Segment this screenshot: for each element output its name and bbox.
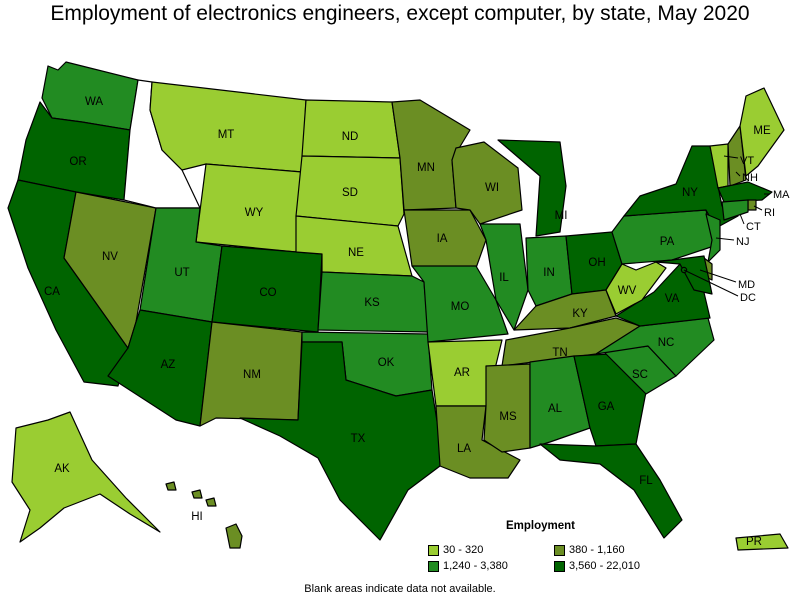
legend-swatch-1 [428,544,439,556]
label-al: AL [548,403,563,415]
legend-item-3: 1,240 - 3,380 [428,560,508,572]
label-pr: PR [746,536,762,548]
state-ia[interactable] [403,209,487,269]
label-ar: AR [454,367,470,379]
label-nd: ND [342,131,359,143]
label-wy: WY [245,207,264,219]
state-sd[interactable] [295,155,405,227]
label-hi: HI [191,511,203,523]
legend-label-1: 30 - 320 [443,544,484,556]
label-az: AZ [161,359,176,371]
legend-title: Employment [506,520,576,532]
label-wi: WI [485,182,499,194]
leader-vt [723,155,739,159]
label-ma: MA [773,189,790,201]
label-ak: AK [54,463,70,475]
leader-nj [715,237,735,241]
label-mn: MN [417,162,435,174]
label-pa: PA [660,236,675,248]
label-ny: NY [682,187,698,199]
label-fl: FL [639,475,653,487]
label-ct: CT [746,221,761,233]
state-ct[interactable] [721,199,749,221]
footnote: Blank areas indicate data not available. [304,583,496,595]
label-ms: MS [499,411,517,423]
state-hi[interactable] [225,523,243,549]
label-md: MD [738,279,755,291]
label-ri: RI [764,207,775,219]
label-ok: OK [378,357,395,369]
state-hi-island-2 [191,489,203,499]
state-hi-island-3 [205,497,217,507]
label-nh: NH [742,172,758,184]
label-ky: KY [572,308,588,320]
leader-ri [753,205,763,211]
state-mo[interactable] [411,265,509,343]
label-co: CO [259,287,276,299]
state-hi-island-1 [165,481,177,491]
label-ga: GA [598,401,615,413]
label-nv: NV [102,251,118,263]
state-ma[interactable] [717,181,773,203]
legend-swatch-3 [428,560,439,572]
leader-nh [735,171,741,177]
label-me: ME [753,125,771,137]
label-ca: CA [44,286,60,298]
label-nc: NC [658,337,675,349]
state-mi[interactable] [497,139,567,237]
label-mi: MI [555,210,568,222]
legend-item-1: 30 - 320 [428,544,483,556]
legend-label-3: 1,240 - 3,380 [443,560,508,572]
label-mo: MO [451,301,470,313]
label-ks: KS [364,297,380,309]
label-ne: NE [348,247,364,259]
leader-md [699,269,737,283]
label-ia: IA [437,233,448,245]
label-sc: SC [632,369,648,381]
legend-swatch-2 [554,544,565,556]
label-ut: UT [174,267,189,279]
leader-ct [739,213,745,225]
label-or: OR [69,156,86,168]
label-sd: SD [342,187,358,199]
state-ak[interactable] [11,411,161,543]
state-nj[interactable] [705,213,721,263]
state-md[interactable] [655,255,713,295]
label-va: VA [665,293,680,305]
label-wa: WA [85,96,103,108]
state-al[interactable] [529,355,591,449]
legend-item-4: 3,560 - 22,010 [554,560,640,572]
state-ri[interactable] [747,199,757,211]
legend-swatch-4 [554,560,565,572]
label-nj: NJ [736,236,749,248]
state-wv[interactable] [605,261,667,315]
label-vt: VT [740,155,754,167]
label-la: LA [457,443,471,455]
label-wv: WV [618,285,637,297]
page-title: Employment of electronics engineers, exc… [50,2,750,25]
leader-dc [683,269,739,297]
state-ms[interactable] [483,363,531,453]
label-il: IL [499,272,509,284]
label-nm: NM [243,369,261,381]
state-fl[interactable] [539,443,683,539]
label-dc: DC [740,292,756,304]
legend-label-4: 3,560 - 22,010 [569,560,640,572]
label-in: IN [543,267,555,279]
state-nd[interactable] [301,99,401,159]
label-tn: TN [552,347,567,359]
legend-item-2: 380 - 1,160 [554,544,625,556]
legend-label-2: 380 - 1,160 [569,544,625,556]
label-tx: TX [351,433,366,445]
state-me[interactable] [739,87,785,177]
label-oh: OH [588,257,605,269]
state-pr[interactable] [735,533,789,551]
label-mt: MT [218,129,235,141]
state-mt[interactable] [149,81,307,173]
state-tx[interactable] [239,341,449,541]
